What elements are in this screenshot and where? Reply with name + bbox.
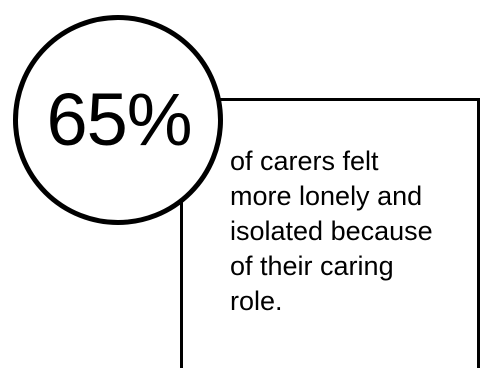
stat-card: 65% of carers felt more lonely and isola… — [13, 15, 480, 368]
stat-caption: of carers felt more lonely and isolated … — [230, 146, 433, 316]
stat-circle: 65% — [13, 15, 223, 225]
stat-percentage: 65% — [46, 78, 192, 161]
caption-box — [180, 98, 480, 368]
